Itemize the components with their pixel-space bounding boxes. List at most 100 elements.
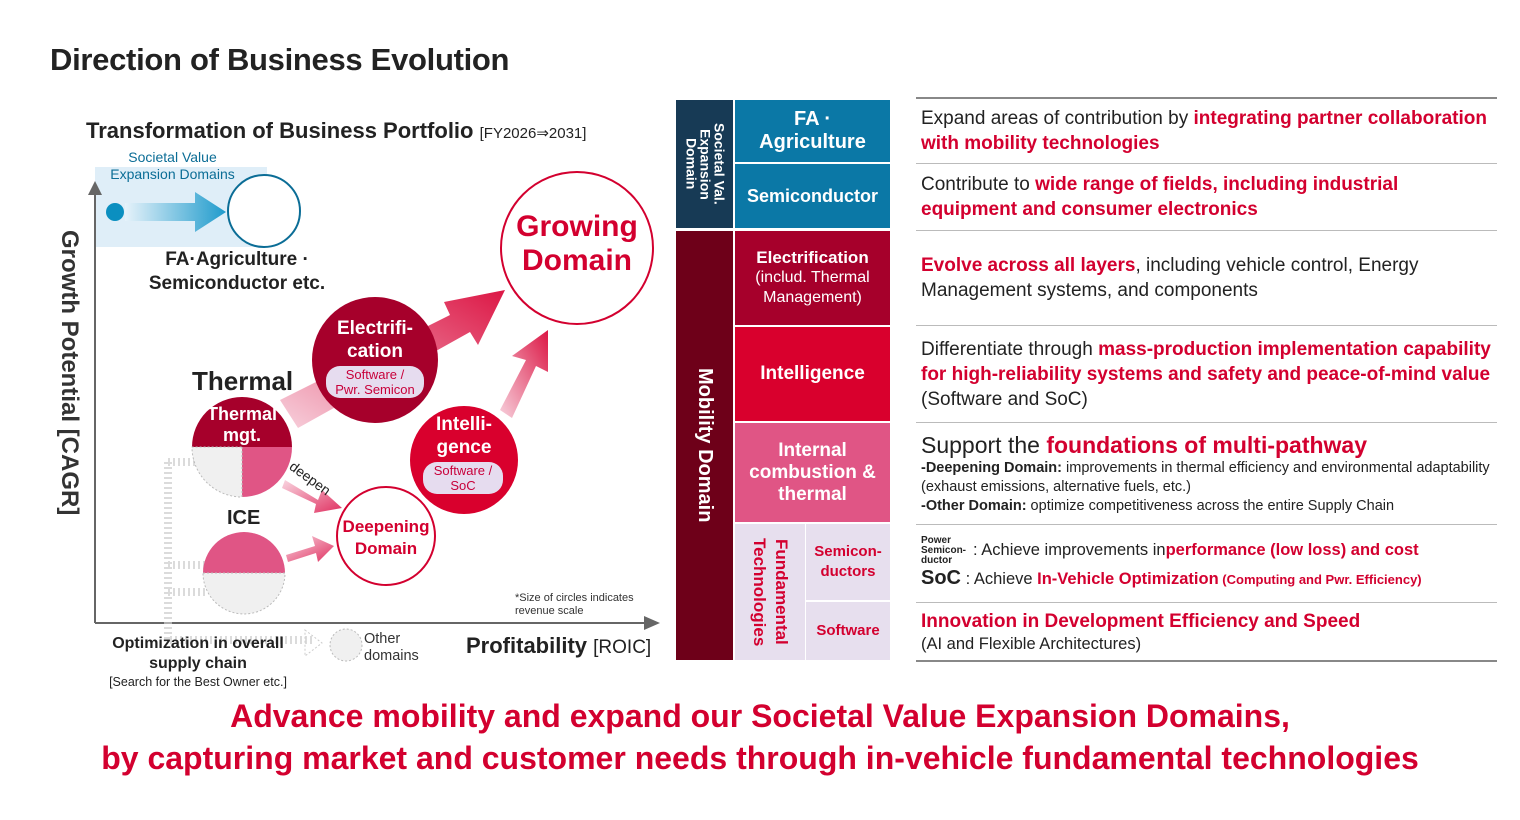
desc-text: optimize competitiveness across the enti… [1026, 498, 1395, 514]
desc-highlight: performance (low loss) and cost [1165, 541, 1419, 559]
description-internal-combustion: Support the foundations of multi-pathway… [916, 422, 1497, 524]
description-fa: Expand areas of contribution by integrat… [916, 97, 1497, 163]
desc-highlight: wide range of fields, including industri… [921, 174, 1399, 220]
y-axis-label: Growth Potential [CAGR] [56, 230, 83, 516]
societal-label-line: Expansion Domains [110, 166, 235, 182]
domain-fa-agriculture: FA · Agriculture [735, 100, 890, 162]
desc-text: , including vehicle control, Energy Mana… [921, 255, 1419, 301]
page-title: Direction of Business Evolution [50, 42, 510, 77]
deepen-arrow [282, 480, 342, 513]
electrification-label: Electrifi-cation [313, 317, 437, 363]
x-axis-label: Profitability [ROIC] [466, 633, 651, 659]
ice-label: ICE [227, 507, 261, 529]
desc-text: Support the [921, 432, 1047, 458]
supply-chain-arrowhead [304, 628, 323, 658]
other-line: domains [364, 648, 419, 664]
supply-chain-note: [Search for the Best Owner etc.] [109, 675, 287, 689]
fundamental-line: Fundamental [772, 539, 791, 645]
domain-text: Management) [763, 289, 862, 306]
domain-text: ductors [820, 563, 876, 580]
growing-line: Growing [516, 210, 638, 243]
desc-highlight: In-Vehicle Optimization [1037, 569, 1219, 588]
deepening-domain-label: Deepening Domain [337, 516, 435, 560]
deepening-line: Deepening [342, 517, 430, 536]
domain-text: Electrification [756, 248, 869, 267]
other-domains-circle [329, 628, 363, 662]
growing-domain-label: Growing Domain [501, 210, 653, 278]
domain-text: Agriculture [759, 131, 866, 153]
fundamental-technologies-header: Fundamental Technologies [735, 524, 805, 660]
thermal-label: Thermal [192, 366, 294, 396]
desc-power-semi-label: Power Semicon- ductor [921, 534, 967, 566]
societal-domain-header: Societal Val. Expansion Domain [676, 100, 733, 228]
desc-text: (Software and SoC) [921, 388, 1088, 410]
fundamental-text: Fundamental Technologies [748, 538, 792, 646]
desc-text: improvements in thermal efficiency and e… [921, 460, 1490, 495]
domain-semiconductor: Semiconductor [735, 164, 890, 228]
bottom-message-line: Advance mobility and expand our Societal… [230, 698, 1290, 734]
arrow-intelligence-to-growing [500, 330, 548, 418]
electrification-line: Electrifi- [336, 318, 414, 339]
domain-text: thermal [778, 483, 847, 505]
deepening-line: Domain [354, 539, 418, 558]
desc-highlight: foundations of multi-pathway [1046, 432, 1368, 458]
x-axis-unit: [ROIC] [593, 637, 652, 658]
desc-highlight: integrating partner collaboration with m… [921, 108, 1487, 154]
domain-intelligence: Intelligence [735, 327, 890, 421]
intelligence-line: Intelli- [436, 414, 492, 435]
portfolio-title: Transformation of Business Portfolio [FY… [86, 118, 586, 144]
domain-electrification: Electrification (includ. Thermal Managemen… [735, 231, 890, 325]
domain-internal-combustion: Internal combustion & thermal [735, 423, 890, 522]
societal-label-line: Societal Value [128, 149, 217, 165]
y-axis-arrowhead [88, 181, 102, 195]
desc-soc-label: SoC [921, 566, 961, 589]
portfolio-title-text: Transformation of Business Portfolio [86, 118, 474, 143]
supply-chain-line: supply chain [149, 655, 247, 672]
desc-highlight: Innovation in Development Efficiency and… [921, 610, 1361, 632]
pill-line: Pwr. Semicon [335, 382, 415, 397]
description-semiconductors: Power Semicon- ductor: Achieve improveme… [916, 524, 1497, 602]
bottom-message-line: by capturing market and customer needs t… [101, 740, 1419, 776]
domain-semiconductors: Semicon-ductors [806, 524, 890, 600]
desc-text: : Achieve [961, 569, 1038, 588]
domain-text: combustion & [749, 461, 876, 483]
thermal-mgt-circle [191, 397, 292, 498]
fa-label-line: Semiconductor etc. [148, 273, 326, 294]
note-line: revenue scale [515, 605, 584, 617]
domain-text: Semicon- [814, 543, 882, 560]
fa-semiconductor-label: FA·Agriculture · Semiconductor etc. [137, 248, 337, 296]
intelligence-line: gence [436, 437, 492, 458]
desc-text: Contribute to [921, 174, 1036, 195]
thermal-mgt-line: Thermal [206, 404, 278, 424]
domain-text: (includ. Thermal [755, 269, 870, 286]
growing-line: Domain [521, 244, 632, 277]
electrification-line: cation [347, 341, 403, 362]
mobility-domain-text: Mobility Domain [694, 368, 716, 523]
supply-chain-line: Optimization in overall [112, 635, 284, 652]
deepening-domain-circle [336, 486, 436, 586]
desc-highlight: (Computing and Pwr. Efficiency) [1218, 571, 1422, 587]
fa-label-line: FA·Agriculture · [165, 249, 309, 270]
domain-text: FA · [793, 108, 832, 130]
description-intelligence: Differentiate through mass-production im… [916, 325, 1497, 422]
domain-software: Software [806, 602, 890, 660]
pill-line: Software / [345, 367, 405, 382]
description-electrification: Evolve across all layers, including vehi… [916, 230, 1497, 325]
desc-text: (AI and Flexible Architectures) [921, 634, 1142, 653]
x-axis-arrowhead [644, 616, 660, 630]
desc-bold: -Other Domain: [921, 498, 1027, 514]
description-software: Innovation in Development Efficiency and… [916, 602, 1497, 662]
pill-line: Software / [433, 463, 493, 478]
fundamental-line: Technologies [750, 537, 769, 647]
desc-text: Differentiate through [921, 338, 1099, 360]
portfolio-period: [FY2026⇒2031] [479, 125, 587, 142]
societal-domain-text: Societal Val. Expansion Domain [683, 123, 728, 205]
circle-size-note: *Size of circles indicates revenue scale [515, 592, 634, 618]
ice-circle [202, 532, 286, 615]
desc-bold: -Deepening Domain: [921, 460, 1062, 476]
desc-highlight: mass-production implementation capabilit… [921, 338, 1491, 385]
domain-text: Internal [778, 439, 847, 461]
societal-dot [106, 203, 124, 221]
electrification-pill: Software / Pwr. Semicon [326, 366, 424, 398]
desc-highlight: Evolve across all layers [921, 255, 1136, 276]
